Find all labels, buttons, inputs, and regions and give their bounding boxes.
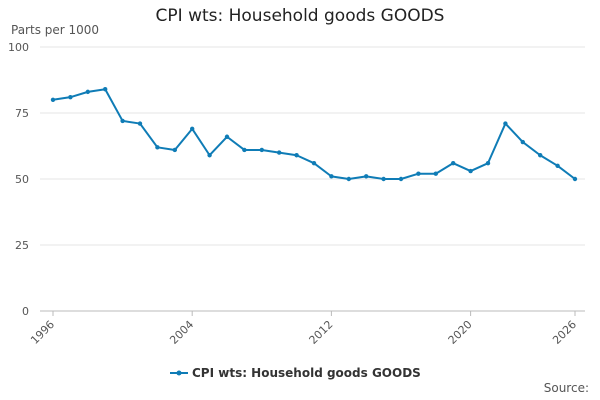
data-point[interactable] xyxy=(485,160,491,166)
data-point[interactable] xyxy=(433,171,438,176)
data-point[interactable] xyxy=(155,145,160,150)
x-axis: 1996 2004 2012 2020 2026 xyxy=(28,310,585,347)
x-tick-label: 1996 xyxy=(28,318,57,347)
data-point[interactable] xyxy=(451,160,456,166)
data-point[interactable] xyxy=(381,176,386,182)
y-tick-label: 50 xyxy=(15,173,29,186)
data-point[interactable] xyxy=(572,176,578,182)
data-point[interactable] xyxy=(50,97,56,103)
data-point[interactable] xyxy=(277,150,282,155)
data-point[interactable] xyxy=(398,176,404,182)
data-point[interactable] xyxy=(329,174,334,179)
data-point[interactable] xyxy=(172,147,177,153)
data-point[interactable] xyxy=(416,171,421,176)
source-label: Source: xyxy=(543,381,589,395)
data-point[interactable] xyxy=(224,134,230,139)
data-point[interactable] xyxy=(137,121,143,126)
data-point[interactable] xyxy=(468,168,473,174)
data-point[interactable] xyxy=(364,174,369,179)
data-point[interactable] xyxy=(520,139,525,145)
x-tick-label: 2020 xyxy=(446,318,475,347)
chart-title: CPI wts: Household goods GOODS xyxy=(155,6,445,26)
grid-lines xyxy=(40,46,585,312)
series-line xyxy=(52,88,576,180)
y-tick-label: 0 xyxy=(22,305,29,318)
data-point[interactable] xyxy=(259,147,264,153)
data-point[interactable] xyxy=(207,153,212,158)
y-tick-labels: 0 25 50 75 100 xyxy=(8,41,29,318)
series-group xyxy=(50,87,578,182)
x-tick-label: 2004 xyxy=(167,318,196,347)
y-tick-label: 25 xyxy=(15,239,29,252)
data-point[interactable] xyxy=(103,87,108,92)
data-point[interactable] xyxy=(555,163,560,168)
data-point[interactable] xyxy=(346,176,351,182)
y-tick-label: 100 xyxy=(8,41,29,54)
x-tick-label: 2012 xyxy=(307,318,336,347)
data-point[interactable] xyxy=(311,160,317,166)
legend-swatch-marker xyxy=(176,370,182,376)
data-point[interactable] xyxy=(538,153,543,158)
data-point[interactable] xyxy=(68,94,73,100)
legend[interactable]: CPI wts: Household goods GOODS xyxy=(170,366,421,380)
data-point[interactable] xyxy=(294,153,299,158)
data-point[interactable] xyxy=(120,118,125,124)
data-point[interactable] xyxy=(242,147,247,153)
y-tick-label: 75 xyxy=(15,107,29,120)
data-point[interactable] xyxy=(85,89,91,95)
data-point[interactable] xyxy=(503,121,508,126)
x-tick-label: 2026 xyxy=(550,318,579,347)
legend-label[interactable]: CPI wts: Household goods GOODS xyxy=(192,366,421,380)
y-axis-label: Parts per 1000 xyxy=(11,23,100,37)
data-point[interactable] xyxy=(190,126,195,132)
